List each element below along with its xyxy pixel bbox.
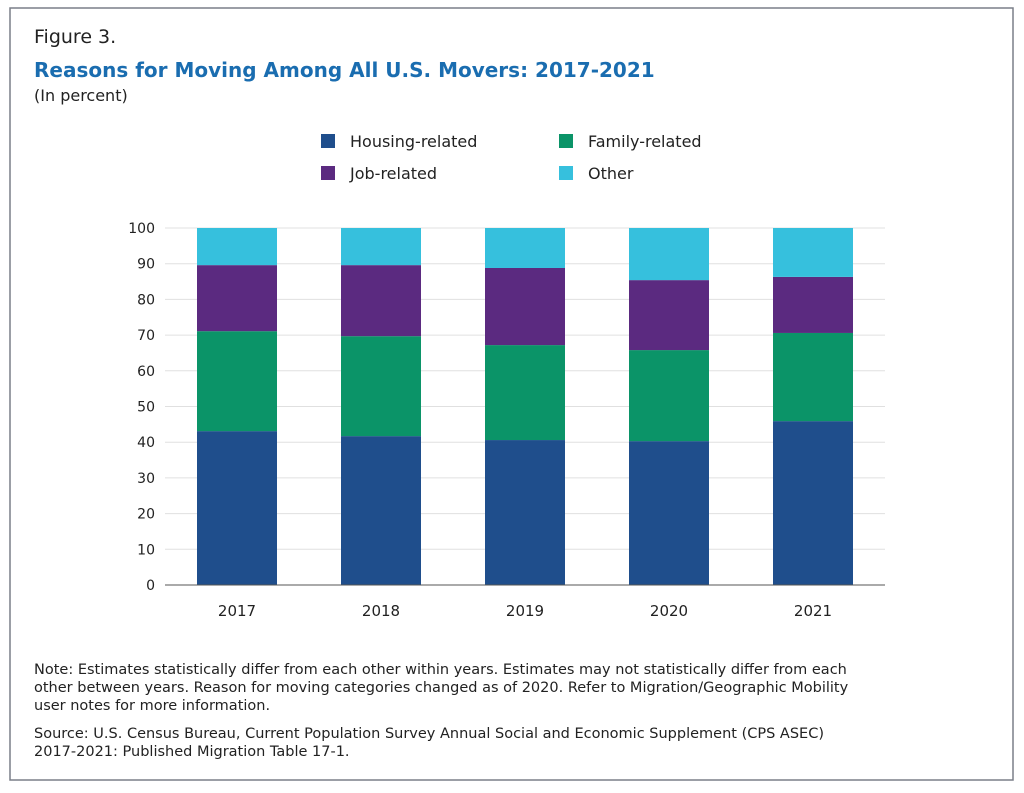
bar-segment [485,440,565,585]
source-line: 2017-2021: Published Migration Table 17-… [34,744,350,760]
y-tick-label: 20 [137,507,155,523]
bar-segment [485,345,565,441]
y-tick-label: 0 [146,578,155,594]
y-tick-label: 30 [137,471,155,487]
legend-label: Other [588,164,634,183]
y-tick-label: 60 [137,364,155,380]
y-tick-label: 50 [137,400,155,416]
bar-segment [341,436,421,585]
y-tick-label: 40 [137,435,155,451]
bar-segment [197,331,277,432]
y-tick-label: 80 [137,292,155,308]
source-line: Source: U.S. Census Bureau, Current Popu… [34,726,824,742]
bar-segment [629,441,709,585]
y-tick-label: 70 [137,328,155,344]
bar-segment [485,228,565,268]
y-tick-label: 100 [128,221,155,237]
note-line: other between years. Reason for moving c… [34,680,849,696]
x-tick-label: 2017 [218,602,256,620]
bar-segment [341,265,421,337]
bar-segment [629,350,709,442]
chart-title: Reasons for Moving Among All U.S. Movers… [34,58,655,82]
bar-segment [773,228,853,277]
bar-segment [773,421,853,585]
bar-segment [485,267,565,346]
x-tick-label: 2018 [362,602,400,620]
x-tick-label: 2021 [794,602,832,620]
x-tick-label: 2019 [506,602,544,620]
legend-swatch [321,134,335,148]
legend-label: Housing-related [350,132,477,151]
y-tick-label: 90 [137,257,155,273]
legend-swatch [559,166,573,180]
bar-segment [197,265,277,332]
legend-swatch [559,134,573,148]
legend-label: Family-related [588,132,702,151]
bar-segment [197,228,277,266]
figure-label: Figure 3. [34,26,116,48]
bar-segment [773,332,853,422]
bar-segment [341,336,421,437]
legend-swatch [321,166,335,180]
bar-segment [629,280,709,351]
bar-segment [773,276,853,333]
note-line: user notes for more information. [34,698,270,714]
note-line: Note: Estimates statistically differ fro… [34,662,847,678]
chart-subtitle: (In percent) [34,86,128,105]
legend-label: Job-related [349,164,437,183]
x-tick-label: 2020 [650,602,688,620]
y-tick-label: 10 [137,542,155,558]
bar-segment [197,431,277,585]
bar-segment [341,228,421,266]
bar-segment [629,228,709,281]
